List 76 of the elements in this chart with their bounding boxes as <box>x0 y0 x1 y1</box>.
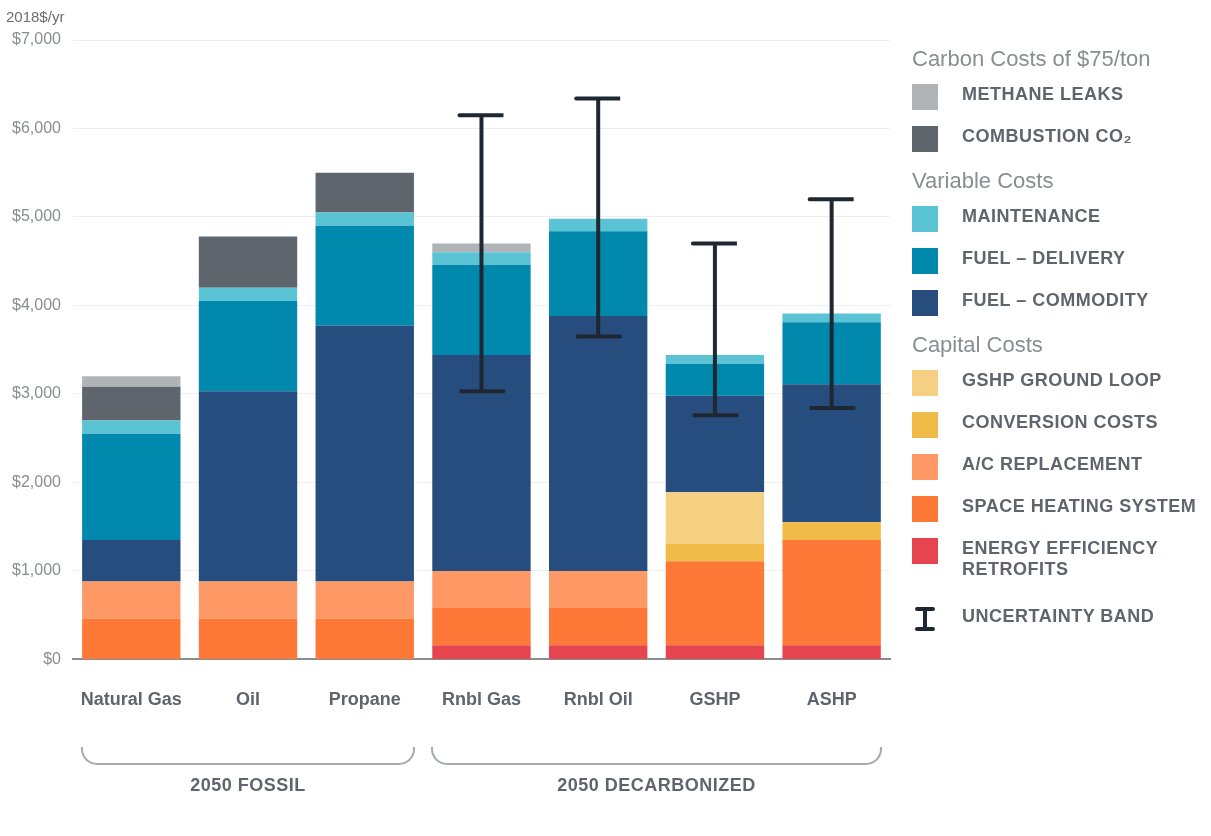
bar <box>432 264 531 356</box>
bar <box>82 376 181 387</box>
text: Variable Costs <box>912 168 1055 194</box>
legend-label: CONVERSION COSTS <box>962 412 1159 433</box>
y-tick-label: $6,000 <box>12 118 62 136</box>
bar <box>198 287 298 302</box>
bar <box>432 645 531 659</box>
bar <box>782 522 881 540</box>
bar <box>665 355 765 364</box>
y-tick-label: $7,000 <box>12 30 62 48</box>
bar <box>432 355 531 571</box>
bar <box>549 570 648 609</box>
y-axis-title: 2018$/yr <box>6 8 65 25</box>
bar <box>82 386 181 421</box>
legend-label: SPACE HEATING SYSTEM <box>962 496 1197 517</box>
x-tick-label: Rnbl Oil <box>563 689 633 710</box>
bar <box>82 433 181 540</box>
legend-label: ENERGY EFFICIENCY RETROFITS <box>962 538 1159 580</box>
bar <box>82 420 181 434</box>
bar <box>315 618 414 659</box>
bar <box>549 316 648 571</box>
y-tick-label: $0 <box>43 649 62 667</box>
bar <box>665 395 765 493</box>
x-tick-label: Natural Gas <box>80 689 182 710</box>
text: 2050 FOSSIL <box>189 775 307 796</box>
text: UNCERTAINTY BAND <box>962 606 1155 627</box>
bar <box>82 539 181 582</box>
bar <box>549 231 648 317</box>
bar <box>315 581 414 619</box>
x-tick-label: Oil <box>236 689 261 710</box>
bar <box>198 581 298 619</box>
legend-label: MAINTENANCE <box>962 206 1101 227</box>
bar <box>782 322 881 385</box>
legend-label: METHANE LEAKS <box>962 84 1124 105</box>
y-tick-label: $3,000 <box>12 384 62 402</box>
bar <box>432 570 531 609</box>
bar <box>665 492 765 544</box>
bar <box>82 618 181 659</box>
text: Carbon Costs of $75/ton <box>912 46 1152 72</box>
y-tick-label: $1,000 <box>12 561 62 579</box>
bar <box>82 581 181 619</box>
legend-label: FUEL – COMMODITY <box>962 290 1149 311</box>
legend-label: GSHP GROUND LOOP <box>962 370 1162 391</box>
legend-label: A/C REPLACEMENT <box>962 454 1143 475</box>
bar <box>782 313 881 323</box>
legend-label: FUEL – DELIVERY <box>962 248 1126 269</box>
bar <box>198 236 298 288</box>
bar <box>432 608 531 646</box>
text: Capital Costs <box>912 332 1044 358</box>
bar <box>315 172 414 213</box>
text: 2050 DECARBONIZED <box>556 775 757 796</box>
bar <box>198 391 298 582</box>
y-tick-label: $4,000 <box>12 295 62 313</box>
bar <box>549 645 648 659</box>
y-tick-label: $2,000 <box>12 472 62 490</box>
x-tick-label: ASHP <box>806 689 857 710</box>
bar <box>198 301 298 392</box>
bar <box>665 561 765 646</box>
bar <box>315 225 414 326</box>
bar <box>665 363 765 396</box>
bar <box>549 608 648 646</box>
bar <box>432 252 531 265</box>
bar <box>198 618 298 659</box>
bar <box>315 325 414 582</box>
legend-label: COMBUSTION CO₂ <box>962 126 1132 147</box>
bar <box>665 645 765 659</box>
x-tick-label: Propane <box>328 689 401 710</box>
bar <box>315 212 414 226</box>
bar <box>782 645 881 659</box>
y-tick-label: $5,000 <box>12 207 62 225</box>
bar <box>782 384 881 523</box>
bar <box>665 543 765 562</box>
x-tick-label: GSHP <box>689 689 741 710</box>
bar <box>782 539 881 646</box>
bar <box>549 218 648 232</box>
x-tick-label: Rnbl Gas <box>441 689 521 710</box>
